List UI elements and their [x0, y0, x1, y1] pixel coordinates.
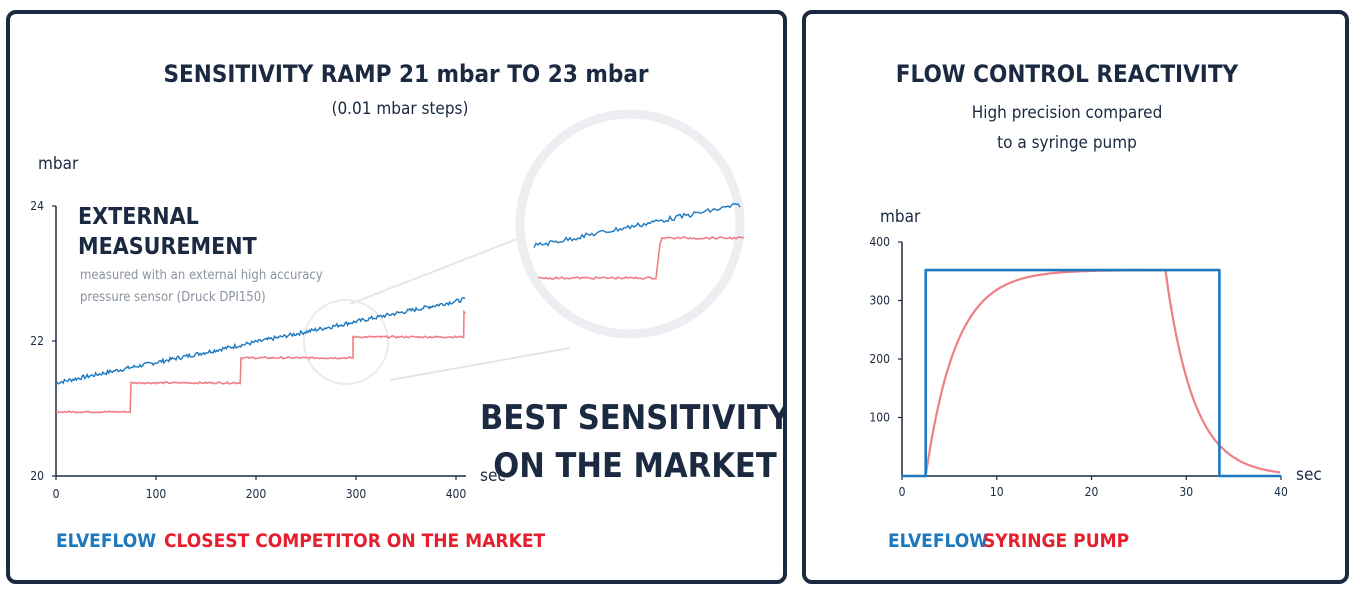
zoom-magnifier-circle: [515, 109, 745, 339]
annotation-note-line-2: pressure sensor (Druck DPI150): [80, 290, 266, 305]
series-syringe-pump-line: [924, 269, 1281, 477]
zoom-competitor-line: [537, 236, 745, 280]
x-tick-label: 400: [446, 487, 467, 501]
x-tick-label: 200: [246, 487, 267, 501]
zoom-source-circle: [303, 299, 389, 385]
x-tick-label: 40: [1274, 485, 1288, 499]
reactivity-chart-panel: FLOW CONTROL REACTIVITY High precision c…: [802, 10, 1349, 584]
y-tick-label: 24: [30, 199, 44, 213]
series-elveflow-line: [902, 268, 1281, 478]
sensitivity-chart-panel: SENSITIVITY RAMP 21 mbar TO 23 mbar (0.0…: [6, 10, 787, 584]
series-group: [55, 297, 466, 414]
legend-elveflow: ELVEFLOW: [888, 530, 988, 552]
x-tick-label: 100: [146, 487, 167, 501]
y-tick-label: 22: [30, 334, 44, 348]
y-tick-label: 300: [869, 294, 890, 308]
y-tick-label: 100: [869, 411, 890, 425]
tick-labels: 0 100 200 300 400 20 22 24: [30, 199, 466, 501]
callout-line-2: ON THE MARKET: [493, 446, 777, 486]
y-axis-label: mbar: [38, 154, 79, 174]
legend-syringe-pump: SYRINGE PUMP: [983, 530, 1129, 552]
callout-line-1: BEST SENSITIVITY: [480, 398, 783, 438]
y-axis-label: mbar: [880, 207, 921, 227]
y-tick-label: 200: [869, 352, 890, 366]
tick-labels: 0 10 20 30 40 100 200 300 400: [869, 235, 1288, 499]
annotation-head-line-1: EXTERNAL: [78, 204, 199, 230]
sensitivity-chart: SENSITIVITY RAMP 21 mbar TO 23 mbar (0.0…: [30, 60, 783, 552]
annotation-note-line-1: measured with an external high accuracy: [80, 268, 323, 283]
chart-title: SENSITIVITY RAMP 21 mbar TO 23 mbar: [163, 60, 648, 88]
series-elveflow-line: [55, 297, 466, 385]
annotation-head-line-2: MEASUREMENT: [78, 234, 257, 260]
series-competitor-line: [55, 309, 466, 414]
x-tick-label: 20: [1085, 485, 1099, 499]
y-tick-label: 20: [30, 469, 44, 483]
x-tick-label: 300: [346, 487, 367, 501]
chart-subtitle-line-1: High precision compared: [972, 103, 1163, 123]
x-tick-label: 0: [53, 487, 60, 501]
series-group: [902, 268, 1281, 478]
zoom-callout: [303, 109, 745, 385]
legend-elveflow: ELVEFLOW: [56, 530, 156, 552]
reactivity-chart: FLOW CONTROL REACTIVITY High precision c…: [869, 60, 1322, 552]
y-tick-label: 400: [869, 235, 890, 249]
zoom-elveflow-line: [533, 202, 741, 248]
legend-competitor: CLOSEST COMPETITOR ON THE MARKET: [164, 530, 546, 552]
chart-subtitle: (0.01 mbar steps): [331, 99, 468, 119]
x-axis-label: sec: [480, 466, 506, 486]
chart-title: FLOW CONTROL REACTIVITY: [896, 60, 1239, 88]
chart-subtitle-line-2: to a syringe pump: [997, 133, 1137, 153]
x-tick-label: 0: [899, 485, 906, 499]
x-tick-label: 10: [990, 485, 1004, 499]
zoom-lines: [533, 202, 745, 280]
x-tick-label: 30: [1179, 485, 1193, 499]
x-axis-label: sec: [1296, 465, 1322, 485]
